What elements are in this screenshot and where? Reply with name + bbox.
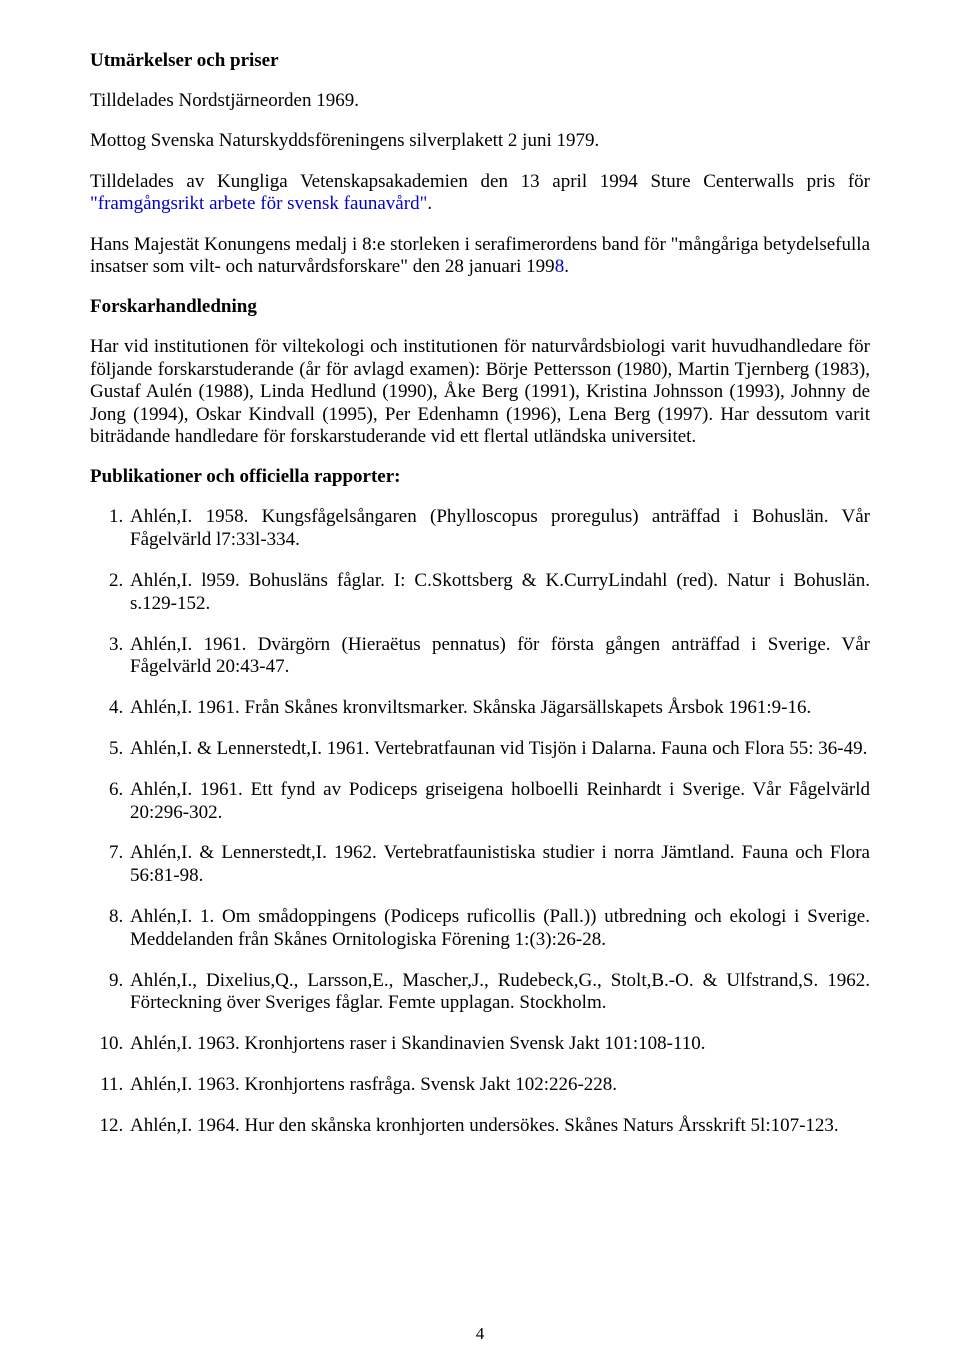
- awards-p4-cite: 8: [555, 256, 565, 277]
- publication-item: Ahlén,I. & Lennerstedt,I. 1961. Vertebra…: [128, 738, 870, 761]
- publication-item: Ahlén,I. 1961. Från Skånes kronviltsmark…: [128, 697, 870, 720]
- publication-list: Ahlén,I. 1958. Kungsfågelsångaren (Phyll…: [90, 506, 870, 1137]
- awards-p1: Tilldelades Nordstjärneorden 1969.: [90, 90, 870, 112]
- publication-item: Ahlén,I. 1961. Ett fynd av Podiceps gris…: [128, 779, 870, 825]
- publication-item: Ahlén,I. 1958. Kungsfågelsångaren (Phyll…: [128, 506, 870, 552]
- publication-item: Ahlén,I. 1. Om smådoppingens (Podiceps r…: [128, 906, 870, 952]
- publication-item: Ahlén,I. & Lennerstedt,I. 1962. Vertebra…: [128, 842, 870, 888]
- publication-item: Ahlén,I. 1963. Kronhjortens rasfråga. Sv…: [128, 1074, 870, 1097]
- document-page: Utmärkelser och priser Tilldelades Nords…: [0, 0, 960, 1360]
- page-number: 4: [0, 1324, 960, 1344]
- publications-heading: Publikationer och officiella rapporter:: [90, 466, 870, 488]
- publication-item: Ahlén,I. l959. Bohusläns fåglar. I: C.Sk…: [128, 570, 870, 616]
- supervision-heading: Forskarhandledning: [90, 296, 870, 318]
- awards-p3-pre: Tilldelades av Kungliga Vetenskapsakadem…: [90, 171, 870, 192]
- awards-p4: Hans Majestät Konungens medalj i 8:e sto…: [90, 234, 870, 279]
- publication-item: Ahlén,I., Dixelius,Q., Larsson,E., Masch…: [128, 970, 870, 1016]
- awards-heading: Utmärkelser och priser: [90, 50, 870, 72]
- publication-item: Ahlén,I. 1963. Kronhjortens raser i Skan…: [128, 1033, 870, 1056]
- supervision-p1: Har vid institutionen för viltekologi oc…: [90, 336, 870, 448]
- awards-p3-post: .: [427, 193, 432, 214]
- awards-p4-post: .: [564, 256, 569, 277]
- awards-p2: Mottog Svenska Naturskyddsföreningens si…: [90, 130, 870, 152]
- publication-item: Ahlén,I. 1964. Hur den skånska kronhjort…: [128, 1115, 870, 1138]
- publication-item: Ahlén,I. 1961. Dvärgörn (Hieraëtus penna…: [128, 634, 870, 680]
- awards-p3-cite: "framgångsrikt arbete för svensk faunavå…: [90, 193, 427, 214]
- awards-p3: Tilldelades av Kungliga Vetenskapsakadem…: [90, 171, 870, 216]
- awards-p4-pre: Hans Majestät Konungens medalj i 8:e sto…: [90, 234, 870, 277]
